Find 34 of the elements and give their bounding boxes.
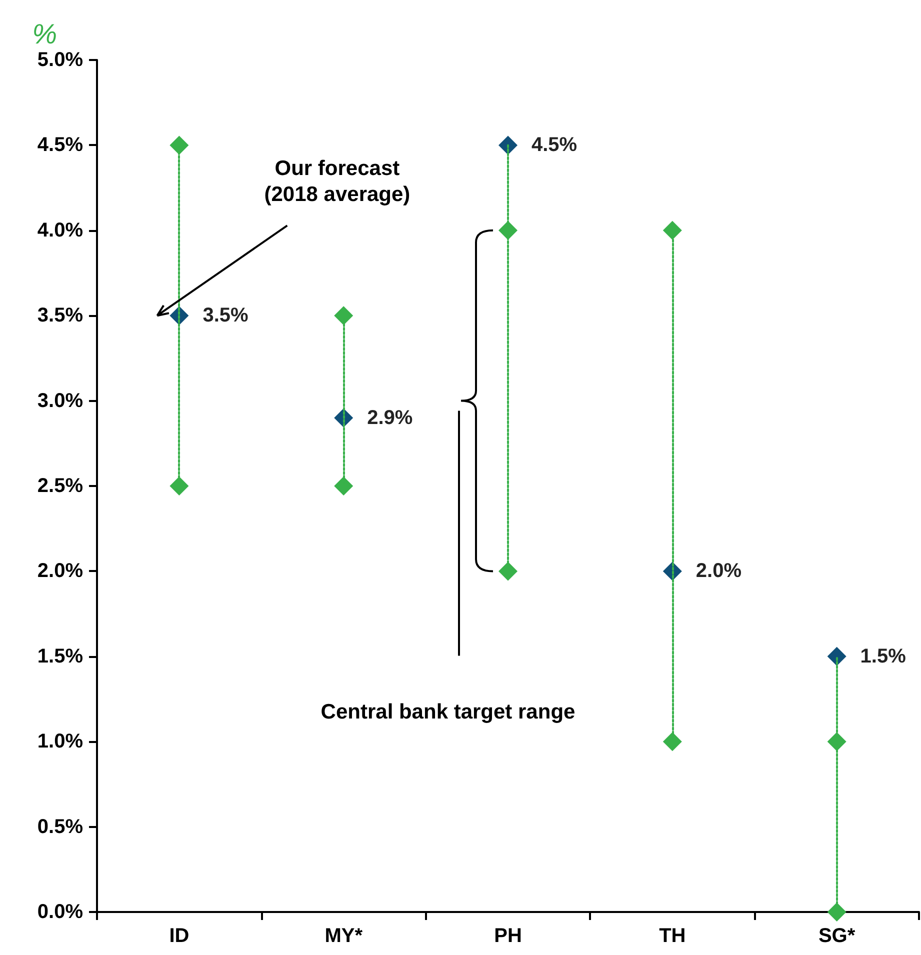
data-label: 4.5% — [532, 134, 578, 156]
point — [827, 902, 846, 922]
point — [662, 732, 682, 752]
point — [498, 136, 518, 155]
point — [827, 646, 846, 666]
y-tick-label: 1.5% — [37, 645, 84, 668]
point — [498, 562, 518, 581]
y-tick-label: 1.0% — [37, 730, 84, 753]
data-label: 2.9% — [367, 406, 413, 429]
point — [334, 306, 354, 326]
y-tick-label: 3.0% — [37, 390, 84, 412]
x-tick-label: SG* — [818, 925, 856, 947]
x-tick-label: ID — [169, 925, 190, 947]
y-tick-label: 2.0% — [37, 560, 84, 582]
y-tick-label: 3.5% — [37, 304, 84, 327]
y-tick-label: 4.5% — [37, 134, 84, 156]
point — [170, 476, 189, 496]
x-tick-label: TH — [659, 925, 686, 947]
y-tick-label: 0.0% — [37, 901, 84, 923]
annotation: Central bank target range — [320, 700, 576, 724]
point — [662, 220, 682, 240]
data-label: 2.0% — [696, 560, 742, 582]
y-tick-label: 5.0% — [37, 49, 84, 71]
y-tick-label: 2.5% — [37, 475, 84, 497]
point — [170, 136, 189, 155]
annotation: Our forecast (2018 average) — [264, 157, 410, 206]
data-label: 3.5% — [202, 304, 249, 327]
y-tick-label: 0.5% — [37, 816, 84, 838]
y-axis-title: % — [32, 18, 57, 50]
x-tick-label: MY* — [324, 925, 363, 947]
data-label: 1.5% — [860, 645, 906, 668]
point — [334, 476, 354, 496]
x-tick-label: PH — [494, 925, 522, 947]
y-tick-label: 4.0% — [37, 219, 84, 242]
